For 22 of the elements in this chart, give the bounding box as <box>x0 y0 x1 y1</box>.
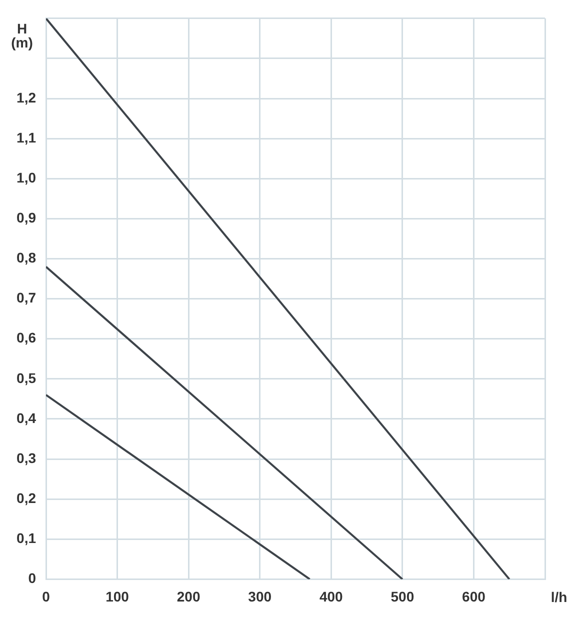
y-tick-label: 1,1 <box>16 129 36 146</box>
y-tick-label: 1,2 <box>16 89 36 106</box>
y-tick-label: 0,1 <box>16 530 36 546</box>
x-tick-label: 300 <box>248 588 272 604</box>
x-tick-label: 0 <box>42 588 50 604</box>
x-tick-label: 100 <box>106 588 130 604</box>
y-axis-title: H (m) <box>11 20 33 50</box>
y-tick-label: 0,4 <box>16 410 36 426</box>
y-tick-label: 1,0 <box>16 169 36 186</box>
y-tick-label: 0,5 <box>16 370 36 386</box>
y-tick-label: 0,8 <box>16 250 36 266</box>
y-tick-label: 0,3 <box>16 450 36 466</box>
y-tick-label: 0 <box>28 570 36 586</box>
y-tick-label: 0,7 <box>16 290 36 306</box>
x-axis-title: l/h <box>550 589 568 606</box>
y-tick-label: 0,6 <box>16 330 36 346</box>
y-tick-label: 0,2 <box>16 490 36 506</box>
x-tick-label: 200 <box>176 588 200 604</box>
x-tick-label: 500 <box>390 588 414 604</box>
y-tick-label: 0,9 <box>16 210 36 226</box>
x-tick-label: 400 <box>319 588 344 604</box>
x-tick-label: 600 <box>462 588 486 604</box>
